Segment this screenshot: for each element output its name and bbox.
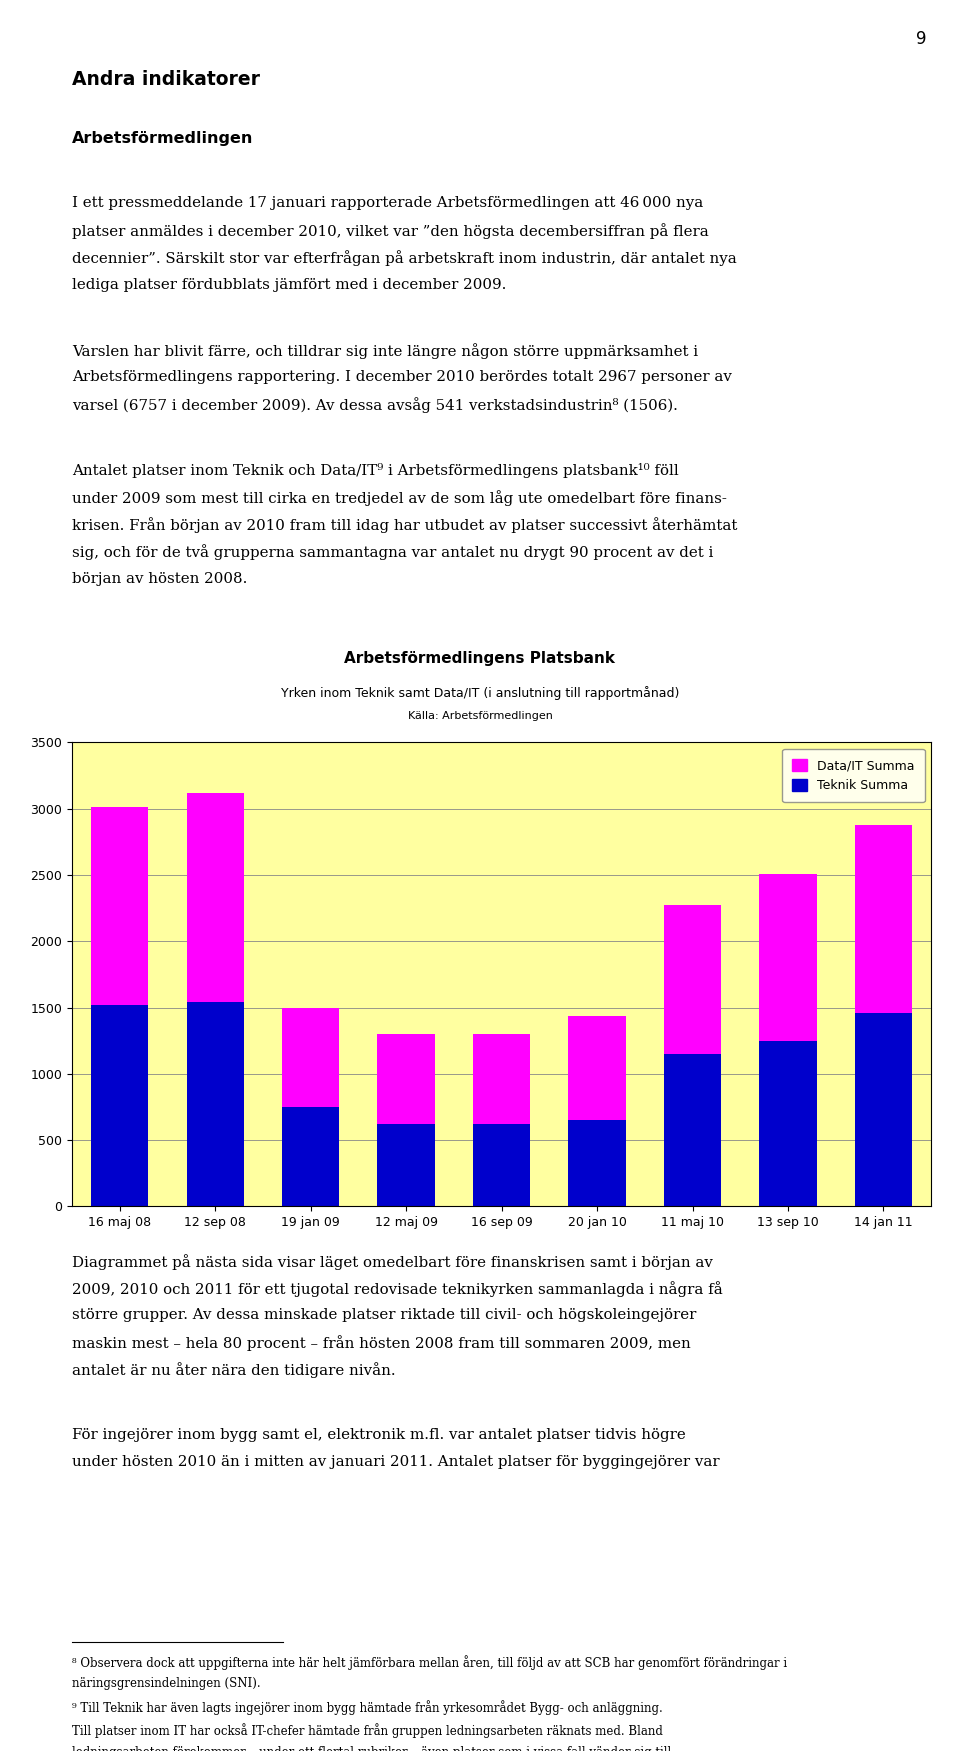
Bar (186, 1002, 244, 1206)
Text: Källa: Arbetsförmedlingen: Källa: Arbetsförmedlingen (408, 711, 552, 721)
Text: 9: 9 (916, 30, 926, 47)
Text: Arbetsförmedlingens Platsbank: Arbetsförmedlingens Platsbank (345, 651, 615, 667)
Text: 2009, 2010 och 2011 för ett tjugotal redovisade teknikyrken sammanlagda i några : 2009, 2010 och 2011 för ett tjugotal red… (72, 1280, 723, 1297)
Bar (568, 1121, 626, 1206)
Text: Yrken inom Teknik samt Data/IT (i anslutning till rapportmånad): Yrken inom Teknik samt Data/IT (i anslut… (281, 686, 679, 700)
Text: platser anmäldes i december 2010, vilket var ”den högsta decembersiffran på fler: platser anmäldes i december 2010, vilket… (72, 224, 708, 240)
Bar (854, 825, 912, 1012)
Bar (91, 1005, 149, 1206)
Text: ledningsarbeten förekommer – under ett flertal rubriker – även platser som i vis: ledningsarbeten förekommer – under ett f… (72, 1746, 671, 1751)
Bar (854, 1012, 912, 1206)
Text: Diagrammet på nästa sida visar läget omedelbart före finanskrisen samt i början : Diagrammet på nästa sida visar läget ome… (72, 1254, 713, 1269)
Text: Varslen har blivit färre, och tilldrar sig inte längre någon större uppmärksamhe: Varslen har blivit färre, och tilldrar s… (72, 343, 698, 359)
Text: Antalet platser inom Teknik och Data/IT⁹ i Arbetsförmedlingens platsbank¹⁰ föll: Antalet platser inom Teknik och Data/IT⁹… (72, 462, 679, 478)
Text: lediga platser fördubblats jämfört med i december 2009.: lediga platser fördubblats jämfört med i… (72, 277, 506, 291)
Text: Till platser inom IT har också IT-chefer hämtade från gruppen ledningsarbeten rä: Till platser inom IT har också IT-chefer… (72, 1723, 662, 1737)
Text: sig, och för de två grupperna sammantagna var antalet nu drygt 90 procent av det: sig, och för de två grupperna sammantagn… (72, 545, 713, 560)
Bar (664, 905, 721, 1054)
Text: ⁸ Observera dock att uppgifterna inte här helt jämförbara mellan åren, till följ: ⁸ Observera dock att uppgifterna inte hä… (72, 1655, 787, 1669)
Text: näringsgrensindelningen (SNI).: näringsgrensindelningen (SNI). (72, 1677, 260, 1690)
Bar (282, 1107, 339, 1206)
Bar (377, 1035, 435, 1124)
Bar (91, 807, 149, 1005)
Text: För ingejörer inom bygg samt el, elektronik m.fl. var antalet platser tidvis hög: För ingejörer inom bygg samt el, elektro… (72, 1427, 685, 1441)
Text: Arbetsförmedlingens rapportering. I december 2010 berördes totalt 2967 personer : Arbetsförmedlingens rapportering. I dece… (72, 369, 732, 383)
Bar (282, 1007, 339, 1107)
Text: decennier”. Särskilt stor var efterfrågan på arbetskraft inom industrin, där ant: decennier”. Särskilt stor var efterfråga… (72, 250, 736, 266)
Bar (473, 1035, 530, 1124)
Text: ⁹ Till Teknik har även lagts ingejörer inom bygg hämtade från yrkesområdet Bygg-: ⁹ Till Teknik har även lagts ingejörer i… (72, 1700, 662, 1714)
Text: under 2009 som mest till cirka en tredjedel av de som låg ute omedelbart före fi: under 2009 som mest till cirka en tredje… (72, 490, 727, 506)
Text: under hösten 2010 än i mitten av januari 2011. Antalet platser för byggingejörer: under hösten 2010 än i mitten av januari… (72, 1455, 720, 1469)
Text: större grupper. Av dessa minskade platser riktade till civil- och högskoleingejö: större grupper. Av dessa minskade platse… (72, 1308, 696, 1322)
Bar (186, 793, 244, 1002)
Text: varsel (6757 i december 2009). Av dessa avsåg 541 verkstadsindustrin⁸ (1506).: varsel (6757 i december 2009). Av dessa … (72, 397, 678, 413)
Text: krisen. Från början av 2010 fram till idag har utbudet av platser successivt åte: krisen. Från början av 2010 fram till id… (72, 517, 737, 534)
Bar (759, 1040, 817, 1206)
Text: antalet är nu åter nära den tidigare nivån.: antalet är nu åter nära den tidigare niv… (72, 1362, 396, 1378)
Bar (759, 874, 817, 1040)
Text: början av hösten 2008.: början av hösten 2008. (72, 571, 248, 585)
Text: maskin mest – hela 80 procent – från hösten 2008 fram till sommaren 2009, men: maskin mest – hela 80 procent – från hös… (72, 1334, 691, 1352)
Bar (664, 1054, 721, 1206)
Bar (377, 1124, 435, 1206)
Text: Andra indikatorer: Andra indikatorer (72, 70, 260, 89)
Legend: Data/IT Summa, Teknik Summa: Data/IT Summa, Teknik Summa (782, 749, 924, 802)
Bar (473, 1124, 530, 1206)
Text: I ett pressmeddelande 17 januari rapporterade Arbetsförmedlingen att 46 000 nya: I ett pressmeddelande 17 januari rapport… (72, 196, 704, 210)
Text: Arbetsförmedlingen: Arbetsförmedlingen (72, 131, 253, 147)
Bar (568, 1016, 626, 1121)
